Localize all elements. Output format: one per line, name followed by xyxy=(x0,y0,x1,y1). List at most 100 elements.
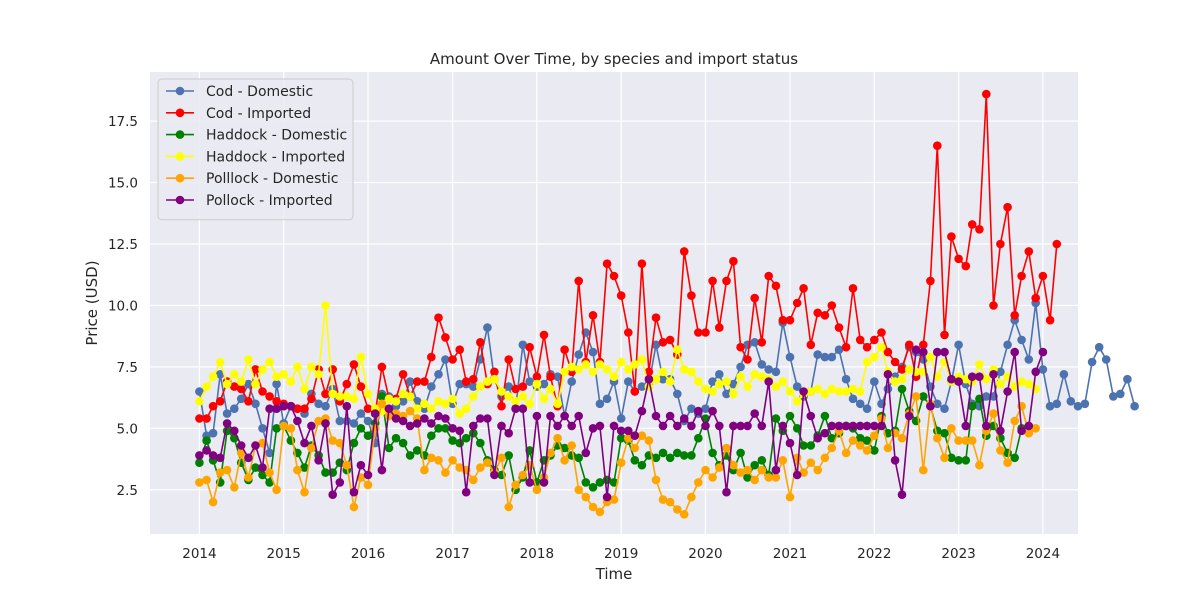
data-point xyxy=(729,379,738,389)
data-point xyxy=(1024,247,1034,256)
data-point xyxy=(658,338,668,347)
data-point xyxy=(588,311,598,320)
data-point xyxy=(518,470,528,480)
data-point xyxy=(954,254,963,264)
data-point xyxy=(1003,202,1012,212)
data-point xyxy=(455,409,465,418)
data-point xyxy=(687,421,696,431)
data-point xyxy=(616,414,626,423)
data-point xyxy=(230,382,239,391)
data-point xyxy=(736,372,745,382)
data-point xyxy=(265,357,274,367)
data-point xyxy=(581,360,591,369)
data-point xyxy=(251,399,260,409)
data-point xyxy=(701,328,710,337)
data-point xyxy=(679,451,689,460)
data-point xyxy=(785,492,795,502)
data-point xyxy=(679,365,689,374)
data-point xyxy=(799,284,808,293)
data-point xyxy=(967,372,977,382)
data-point xyxy=(349,419,359,428)
data-point xyxy=(427,431,436,441)
data-point xyxy=(321,468,330,477)
data-point xyxy=(694,377,703,386)
data-point xyxy=(356,424,366,433)
legend-item: Haddock - Domestic xyxy=(166,128,347,144)
y-tick-label: 17.5 xyxy=(108,114,138,130)
data-point xyxy=(588,347,598,357)
data-point xyxy=(757,465,767,475)
data-point xyxy=(792,424,802,433)
data-point xyxy=(349,360,359,369)
data-point xyxy=(525,342,534,352)
data-point xyxy=(855,433,865,443)
data-point xyxy=(314,416,323,426)
x-tick-label: 2020 xyxy=(688,546,722,562)
legend-swatch-marker xyxy=(175,130,185,139)
data-point xyxy=(1003,387,1012,396)
data-point xyxy=(236,394,246,404)
data-point xyxy=(1094,342,1104,352)
legend-item: Cod - Imported xyxy=(166,106,311,122)
data-point xyxy=(687,404,696,414)
data-point xyxy=(665,411,675,421)
data-point xyxy=(750,293,759,303)
data-point xyxy=(476,414,485,423)
legend-label: Polllock - Domestic xyxy=(206,171,338,187)
data-point xyxy=(427,382,436,391)
data-point xyxy=(771,473,781,482)
data-point xyxy=(637,259,647,269)
data-point xyxy=(314,370,323,379)
data-point xyxy=(265,468,274,477)
data-point xyxy=(469,421,478,431)
data-point xyxy=(947,374,956,384)
data-point xyxy=(504,428,513,438)
data-point xyxy=(722,487,731,497)
data-point xyxy=(272,424,281,433)
data-point xyxy=(363,480,373,490)
data-point xyxy=(757,421,767,431)
data-point xyxy=(448,436,457,445)
data-point xyxy=(743,382,752,391)
data-point xyxy=(996,367,1005,377)
data-point xyxy=(694,406,703,416)
data-point xyxy=(441,333,450,342)
data-point xyxy=(588,502,598,512)
data-point xyxy=(848,284,858,293)
data-point xyxy=(244,453,253,463)
data-point xyxy=(215,453,225,463)
data-point xyxy=(412,419,422,428)
data-point xyxy=(609,372,619,382)
data-point xyxy=(715,323,724,332)
data-point xyxy=(363,389,373,399)
data-point xyxy=(208,401,218,411)
data-point xyxy=(448,394,457,404)
y-tick-label: 2.5 xyxy=(117,483,138,499)
data-point xyxy=(877,342,886,352)
data-point xyxy=(1017,426,1026,436)
data-point xyxy=(841,374,851,384)
data-point xyxy=(630,431,640,441)
series-3 xyxy=(195,301,1040,418)
data-point xyxy=(665,377,675,386)
data-point xyxy=(1116,389,1125,399)
data-point xyxy=(504,355,513,364)
data-point xyxy=(441,424,450,433)
data-point xyxy=(806,387,816,396)
data-point xyxy=(1045,401,1055,411)
data-point xyxy=(750,338,759,347)
data-point xyxy=(651,374,661,384)
data-point xyxy=(715,463,724,472)
data-point xyxy=(799,387,808,396)
data-point xyxy=(335,416,345,426)
data-point xyxy=(215,357,225,367)
data-point xyxy=(967,220,977,229)
data-point xyxy=(722,443,731,453)
data-point xyxy=(658,367,668,377)
data-point xyxy=(982,89,991,99)
data-point xyxy=(293,362,302,372)
data-point xyxy=(236,377,246,386)
data-point xyxy=(391,433,401,443)
data-point xyxy=(230,483,239,492)
data-point xyxy=(1038,347,1048,357)
